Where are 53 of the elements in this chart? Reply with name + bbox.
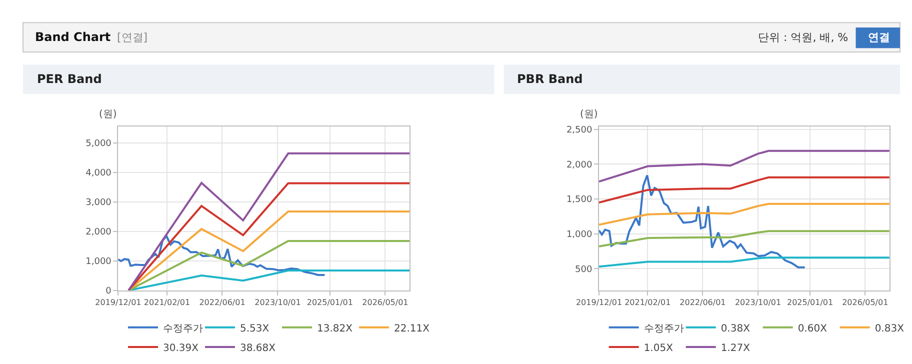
legend-label: 0.38X <box>720 323 750 334</box>
legend-label: 5.53X <box>240 323 270 334</box>
x-tick-label: 2025/01/01 <box>306 298 353 307</box>
chart-title: PER Band <box>37 72 102 86</box>
legend-label: 0.60X <box>798 323 828 334</box>
x-tick-label: 2025/01/01 <box>786 298 834 307</box>
y-tick-label: 1,500 <box>566 195 592 206</box>
y-tick-label: 0 <box>106 286 112 296</box>
y-tick-label: 1,000 <box>566 230 592 240</box>
line-series <box>128 210 410 290</box>
legend-label: 13.82X <box>317 323 353 334</box>
line-series <box>599 176 890 204</box>
x-tick-label: 2026/05/01 <box>842 298 888 307</box>
y-axis-title: (원) <box>99 109 117 120</box>
y-tick-label: 5,000 <box>86 138 112 149</box>
text: 연결 <box>868 31 890 44</box>
x-tick-label: 2026/05/01 <box>362 298 408 307</box>
legend-label: 1.27X <box>720 342 750 354</box>
text: 단위 : 억원, 배, % <box>758 31 848 44</box>
line-series <box>599 150 890 183</box>
legend-label: 22.11X <box>394 323 430 334</box>
line-series <box>599 202 890 226</box>
line-series <box>599 256 890 268</box>
y-tick-label: 2,000 <box>86 227 112 238</box>
y-tick-label: 500 <box>575 264 592 275</box>
chart-title: PBR Band <box>517 72 583 86</box>
legend-label: 수정주가 <box>644 323 684 334</box>
legend-label: 0.83X <box>874 323 904 334</box>
line-series <box>128 182 410 290</box>
legend-label: 1.05X <box>644 342 674 354</box>
legend-label: 30.39X <box>163 342 199 354</box>
text: [연결] <box>117 31 148 44</box>
y-axis-title: (원) <box>580 109 598 120</box>
x-tick-label: 2021/02/01 <box>624 298 671 307</box>
legend-label: 수정주가 <box>163 323 204 334</box>
line-series <box>599 230 890 248</box>
x-tick-label: 2023/10/01 <box>734 298 782 307</box>
line-series <box>118 235 326 276</box>
y-tick-label: 3,000 <box>86 198 112 208</box>
y-tick-label: 2,000 <box>566 160 592 170</box>
line-series <box>128 152 410 290</box>
x-tick-label: 2021/02/01 <box>144 298 190 307</box>
x-tick-label: 2019/12/01 <box>95 298 142 307</box>
x-tick-label: 2022/06/01 <box>199 298 246 307</box>
x-tick-label: 2023/10/01 <box>254 298 301 307</box>
x-tick-label: 2019/12/01 <box>576 298 622 307</box>
line-series <box>599 174 806 268</box>
text: Band Chart <box>35 30 111 44</box>
y-tick-label: 2,500 <box>566 125 592 136</box>
x-tick-label: 2022/06/01 <box>680 298 726 307</box>
y-tick-label: 4,000 <box>86 168 112 178</box>
legend-label: 38.68X <box>240 342 276 354</box>
y-tick-label: 1,000 <box>86 256 112 267</box>
